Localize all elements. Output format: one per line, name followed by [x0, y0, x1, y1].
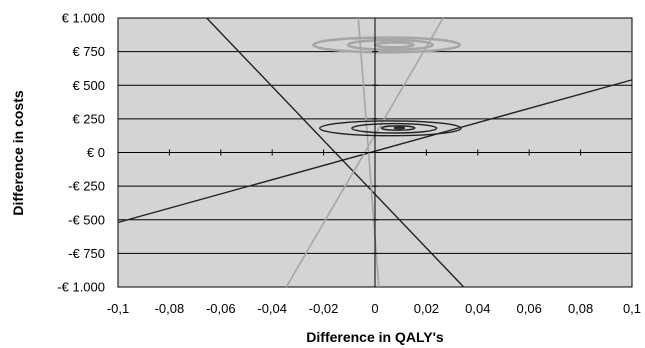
- x-tick-label-3: -0,04: [257, 301, 287, 316]
- y-tick-label-4: € 0: [87, 145, 105, 160]
- y-tick-label-6: -€ 500: [68, 212, 105, 227]
- y-tick-label-3: € 250: [72, 111, 105, 126]
- x-tick-label-1: -0,08: [155, 301, 185, 316]
- x-tick-label-7: 0,04: [465, 301, 490, 316]
- series-ellipse-9: [346, 38, 435, 52]
- series-ellipse-4: [319, 120, 462, 137]
- x-axis-title: Difference in QALY's: [306, 329, 444, 345]
- y-tick-label-8: -€ 1.000: [57, 280, 105, 295]
- series-ellipse-8: [312, 36, 462, 54]
- y-tick-label-2: € 500: [72, 78, 105, 93]
- y-tick-label-0: € 1.000: [62, 11, 105, 26]
- x-tick-label-2: -0,06: [206, 301, 236, 316]
- y-tick-label-7: -€ 750: [68, 246, 105, 261]
- series-ellipse-6: [380, 125, 416, 131]
- x-tick-label-9: 0,08: [568, 301, 593, 316]
- x-tick-label-6: 0,02: [414, 301, 439, 316]
- x-tick-label-0: -0,1: [107, 301, 129, 316]
- y-tick-label-1: € 750: [72, 44, 105, 59]
- series-ellipse-7: [393, 126, 406, 130]
- x-tick-label-4: -0,02: [309, 301, 339, 316]
- x-tick-label-5: 0: [371, 301, 378, 316]
- x-tick-label-10: 0,1: [623, 301, 641, 316]
- y-tick-label-5: -€ 250: [68, 179, 105, 194]
- x-tick-label-8: 0,06: [517, 301, 542, 316]
- y-axis-title: Difference in costs: [10, 90, 26, 215]
- axes-layer: [117, 17, 633, 288]
- x-tick-labels: -0,1 -0,08 -0,06 -0,04 -0,02 0 0,02 0,04 0,06 0,0…: [107, 301, 641, 316]
- y-tick-labels: € 1.000 € 750 € 500 € 250 € 0 -€ 250 -€ 500 -€ …: [57, 11, 105, 295]
- series-ellipse-5: [351, 122, 438, 134]
